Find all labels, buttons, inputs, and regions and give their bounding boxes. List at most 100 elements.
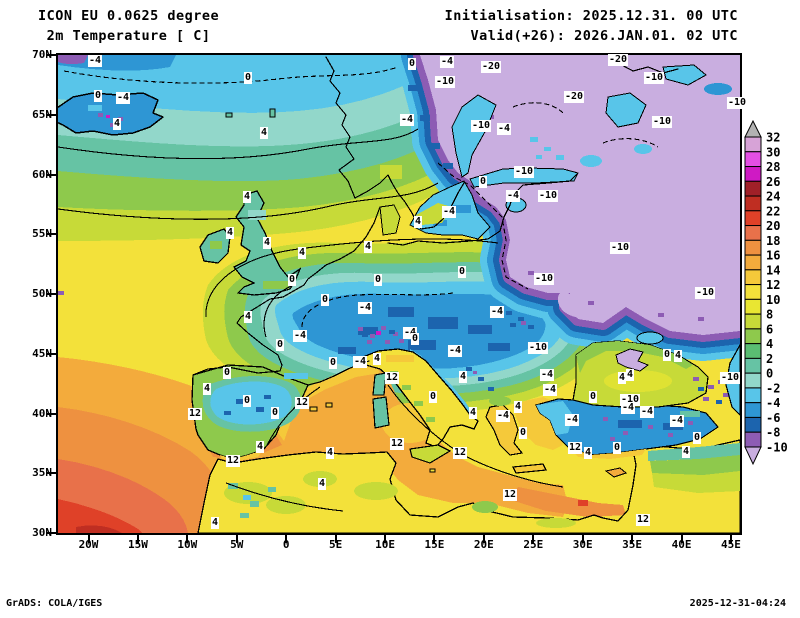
- colorbar-tick-label: 6: [766, 322, 773, 336]
- lon-tick-mark: [581, 535, 584, 543]
- colorbar-tick-label: -8: [766, 426, 780, 440]
- contour-label: 12: [502, 489, 518, 501]
- contour-label: 4: [673, 350, 683, 362]
- colorbar-cell: [744, 136, 762, 153]
- lat-tick-mark: [47, 352, 57, 355]
- contour-label: -10: [470, 120, 492, 132]
- plot-frame: [56, 53, 742, 535]
- colorbar-cell: [744, 402, 762, 418]
- colorbar-cell: [744, 225, 762, 241]
- contour-label: 4: [617, 372, 627, 384]
- lat-tick-label: 30N: [32, 526, 52, 539]
- colorbar-tick-label: -6: [766, 411, 780, 425]
- contour-label: -4: [439, 56, 455, 68]
- contour-label: 4: [458, 371, 468, 383]
- contour-label: 4: [681, 446, 691, 458]
- lon-tick-mark: [631, 535, 634, 543]
- lon-tick-mark: [235, 535, 238, 543]
- colorbar-tick-label: -4: [766, 396, 780, 410]
- contour-label: -4: [352, 356, 368, 368]
- contour-label: -10: [533, 273, 555, 285]
- contour-label: 12: [635, 514, 651, 526]
- contour-label: 4: [413, 216, 423, 228]
- colorbar-cell: [744, 372, 762, 389]
- contour-label: 0: [222, 367, 232, 379]
- colorbar-tick-label: 0: [766, 367, 773, 381]
- contour-label: -4: [87, 55, 103, 67]
- contour-label: 0: [270, 407, 280, 419]
- contour-label: 4: [255, 441, 265, 453]
- contour-label: 12: [452, 447, 468, 459]
- contour-label: -4: [489, 306, 505, 318]
- contour-label: 0: [612, 442, 622, 454]
- colorbar-cell: [744, 416, 762, 433]
- contour-label: 4: [317, 478, 327, 490]
- contour-label: 12: [294, 397, 310, 409]
- contour-label: 4: [225, 227, 235, 239]
- contour-label: -10: [643, 72, 665, 84]
- contour-label: 0: [428, 391, 438, 403]
- contour-label: 4: [372, 353, 382, 365]
- contour-label: 4: [243, 311, 253, 323]
- colorbar-tick-label: 4: [766, 337, 773, 351]
- contour-label: 0: [373, 274, 383, 286]
- contour-label: 4: [468, 407, 478, 419]
- contour-label: 12: [567, 442, 583, 454]
- lon-tick-label: 20W: [78, 538, 99, 551]
- lat-tick-mark: [47, 233, 57, 236]
- contour-label: 0: [328, 357, 338, 369]
- contour-label: -10: [537, 190, 559, 202]
- colorbar-cell: [744, 284, 762, 300]
- colorbar-tick-label: 22: [766, 204, 780, 218]
- contour-label: -4: [495, 410, 511, 422]
- lon-tick-mark: [729, 535, 732, 543]
- lat-tick-label: 45N: [32, 346, 52, 360]
- contour-label: 4: [297, 247, 307, 259]
- colorbar-tick-label: 26: [766, 175, 780, 189]
- lon-tick-mark: [285, 535, 288, 543]
- colorbar-cell: [744, 357, 762, 374]
- lon-tick-mark: [334, 535, 337, 543]
- lon-tick-label: 5W: [230, 538, 244, 551]
- lon-tick-label: 40E: [671, 538, 692, 551]
- contour-label: -4: [399, 114, 415, 126]
- contour-label: -4: [447, 345, 463, 357]
- colorbar-tick-label: 14: [766, 263, 780, 277]
- contour-label: -4: [620, 402, 636, 414]
- contour-label: -4: [539, 369, 555, 381]
- colorbar-cell: [744, 239, 762, 256]
- contour-label: -4: [115, 92, 131, 104]
- colorbar-cell: [744, 195, 762, 212]
- contour-label: 4: [202, 383, 212, 395]
- contour-label: 4: [583, 447, 593, 459]
- contour-label: 0: [242, 395, 252, 407]
- lon-tick-label: 20E: [473, 538, 494, 551]
- contour-label: 12: [187, 408, 203, 420]
- contour-label: 4: [325, 447, 335, 459]
- colorbar-tick-label: 12: [766, 278, 780, 292]
- contour-label: -10: [513, 166, 535, 178]
- contour-label: -10: [434, 76, 456, 88]
- lat-tick-label: 40N: [32, 406, 52, 420]
- lon-tick-mark: [87, 535, 90, 543]
- lat-tick-label: 70N: [32, 48, 52, 61]
- contour-label: -20: [607, 54, 629, 66]
- lat-tick-mark: [47, 532, 57, 534]
- creation-stamp: 2025-12-31-04:24: [689, 598, 786, 609]
- lon-tick-label: 35E: [622, 538, 643, 551]
- contour-label: -20: [563, 91, 585, 103]
- colorbar-tick-label: 10: [766, 293, 780, 307]
- lon-tick-label: 15E: [424, 538, 445, 551]
- lon-tick-label: 10E: [375, 538, 395, 551]
- contour-label: -4: [505, 190, 521, 202]
- contour-label: 4: [210, 517, 220, 529]
- lon-tick-mark: [532, 535, 535, 543]
- lat-tick-label: 60N: [32, 167, 52, 181]
- colorbar-tick-label: 30: [766, 145, 780, 159]
- contour-label: 0: [287, 274, 297, 286]
- colorbar-tick-label: 20: [766, 219, 780, 233]
- contour-label: 0: [243, 72, 253, 84]
- contour-label: 0: [410, 333, 420, 345]
- contour-label: 4: [363, 241, 373, 253]
